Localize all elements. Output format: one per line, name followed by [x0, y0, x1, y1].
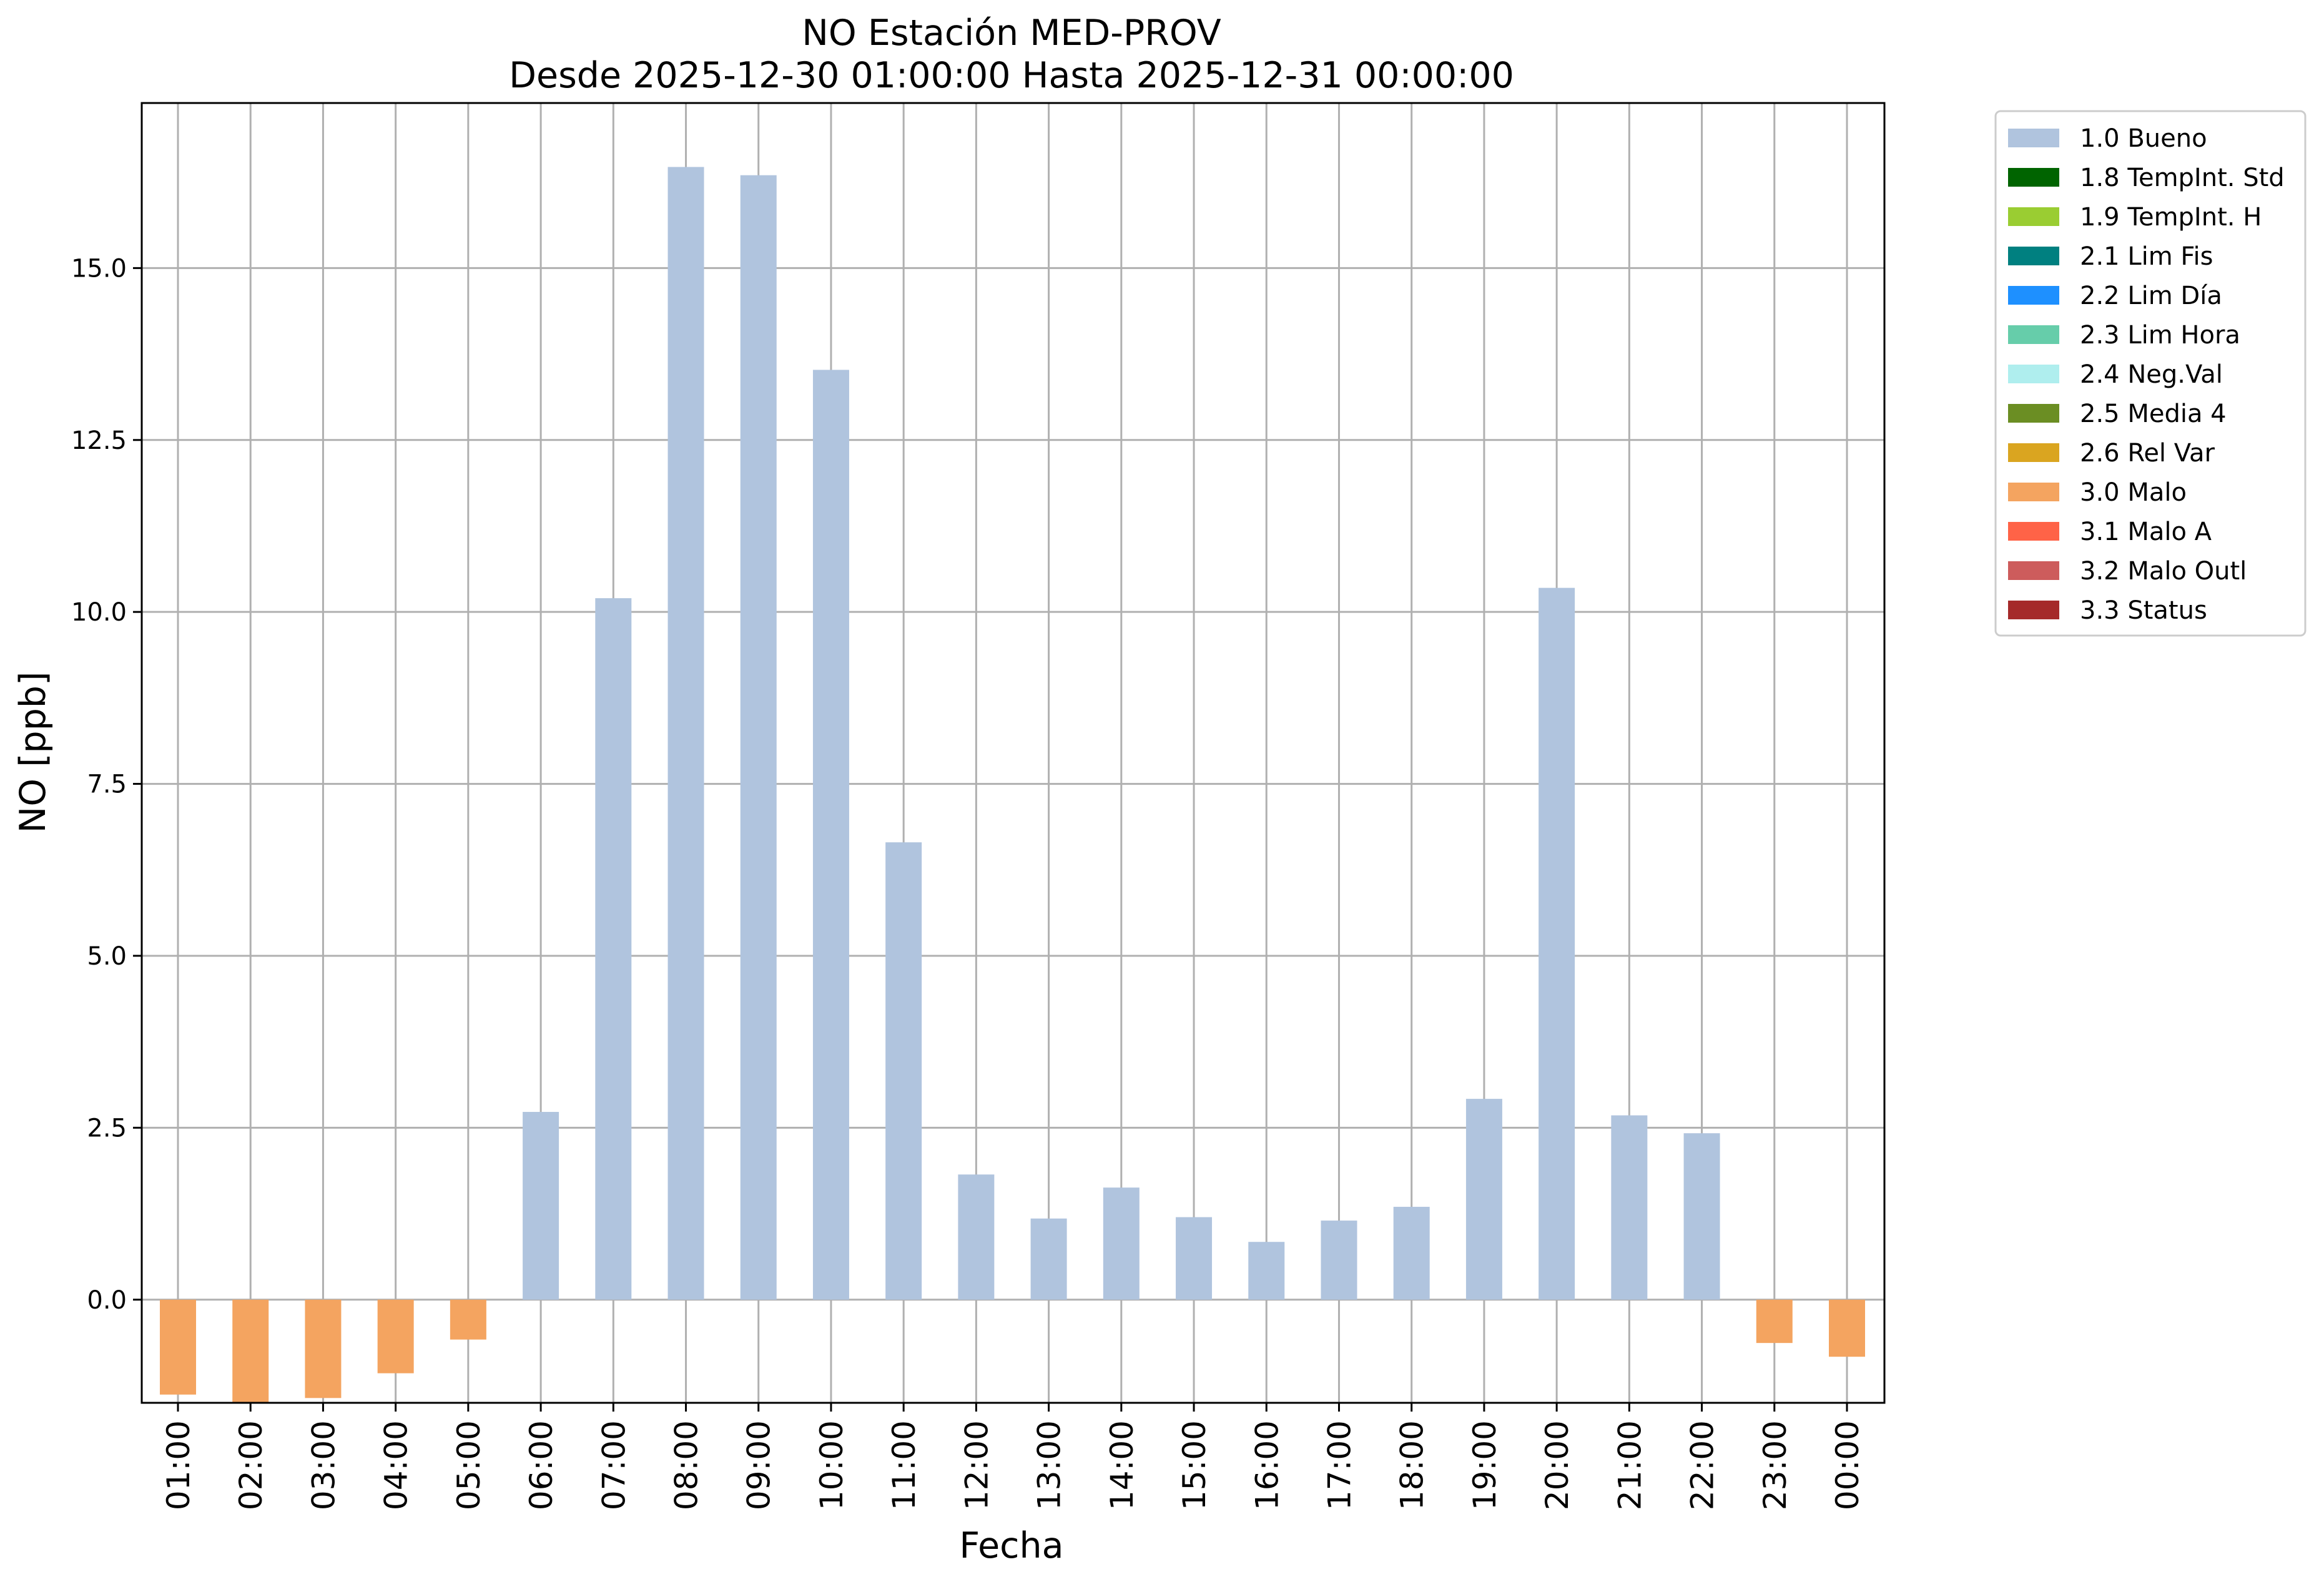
x-tick-label: 13:00	[1032, 1420, 1068, 1510]
bar-0900	[740, 175, 777, 1300]
legend-label-2-6: 2.6 Rel Var	[2080, 439, 2215, 468]
bar-0800	[667, 167, 704, 1300]
bar-1200	[958, 1174, 995, 1300]
x-tick-label: 06:00	[523, 1420, 559, 1510]
chart-subtitle: Desde 2025-12-30 01:00:00 Hasta 2025-12-…	[509, 55, 1514, 96]
x-tick-label: 16:00	[1249, 1420, 1285, 1510]
legend-label-1-9: 1.9 TempInt. H	[2080, 203, 2262, 232]
x-tick-label: 21:00	[1612, 1420, 1648, 1510]
x-tick-label: 20:00	[1539, 1420, 1575, 1510]
bar-1500	[1176, 1217, 1213, 1300]
legend-swatch-2-4	[2008, 365, 2059, 383]
plot-area-frame	[140, 102, 1886, 1404]
legend-label-2-5: 2.5 Media 4	[2080, 400, 2227, 428]
legend-swatch-3-1	[2008, 522, 2059, 541]
legend-frame	[1994, 110, 2307, 637]
legend-swatch-2-2	[2008, 286, 2059, 305]
bar-1000	[812, 370, 849, 1300]
bar-1800	[1393, 1207, 1430, 1300]
legend-swatch-1-8	[2008, 168, 2059, 187]
x-tick-label: 22:00	[1685, 1420, 1721, 1510]
y-tick-label: 0.0	[87, 1286, 127, 1315]
legend-swatch-2-6	[2008, 443, 2059, 462]
bar-0500	[450, 1299, 486, 1340]
bar-2100	[1611, 1115, 1648, 1300]
x-tick-label: 08:00	[669, 1420, 705, 1510]
legend-label-1-0: 1.0 Bueno	[2080, 124, 2207, 153]
bar-0000	[1829, 1299, 1865, 1357]
bar-1100	[885, 842, 922, 1300]
y-axis-label: NO [ppb]	[12, 672, 54, 833]
x-tick-label: 10:00	[814, 1420, 850, 1510]
legend-swatch-2-3	[2008, 325, 2059, 344]
legend-swatch-3-3	[2008, 601, 2059, 619]
bar-1900	[1465, 1099, 1502, 1300]
x-tick-label: 07:00	[596, 1420, 632, 1510]
legend-label-3-0: 3.0 Malo	[2080, 478, 2187, 507]
legend-label-2-2: 2.2 Lim Día	[2080, 282, 2222, 310]
y-tick-label: 15.0	[71, 254, 127, 283]
x-tick-label: 18:00	[1394, 1420, 1430, 1510]
legend-swatch-1-0	[2008, 129, 2059, 147]
y-axis: 0.0 2.5 5.0 7.5 10.0 12.5 15.0	[71, 254, 142, 1315]
bar-2200	[1683, 1133, 1720, 1300]
bar-0100	[160, 1299, 196, 1395]
x-tick-label: 23:00	[1757, 1420, 1793, 1510]
legend-swatch-2-1	[2008, 247, 2059, 265]
y-tick-label: 7.5	[87, 770, 127, 799]
bar-2000	[1539, 587, 1575, 1300]
x-axis: 01:00 02:00 03:00 04:00 05:00 06:00 07:00 08:00…	[160, 1403, 1866, 1510]
x-axis-label: Fecha	[959, 1525, 1063, 1566]
x-tick-label: 12:00	[958, 1420, 995, 1510]
bar-0200	[232, 1299, 269, 1403]
legend-label-2-4: 2.4 Neg.Val	[2080, 360, 2223, 389]
x-tick-label: 09:00	[741, 1420, 777, 1510]
y-tick-label: 2.5	[87, 1114, 127, 1142]
bars	[160, 167, 1865, 1403]
y-tick-label: 12.5	[71, 426, 127, 455]
legend: 1.0 Bueno 1.8 TempInt. Std 1.9 TempInt. H 2…	[1994, 110, 2307, 637]
bar-0300	[305, 1299, 342, 1398]
legend-swatch-3-2	[2008, 561, 2059, 580]
legend-swatch-2-5	[2008, 404, 2059, 423]
bar-1700	[1321, 1221, 1357, 1300]
bar-1400	[1103, 1187, 1140, 1300]
bar-0400	[377, 1299, 414, 1373]
legend-swatch-3-0	[2008, 483, 2059, 501]
bar-1300	[1030, 1218, 1067, 1300]
bar-2300	[1756, 1299, 1793, 1344]
y-tick-label: 10.0	[71, 598, 127, 627]
x-tick-label: 11:00	[886, 1420, 922, 1510]
legend-label-3-1: 3.1 Malo A	[2080, 518, 2212, 546]
chart-title: NO Estación MED-PROV	[802, 12, 1221, 54]
legend-label-2-1: 2.1 Lim Fis	[2080, 242, 2213, 271]
x-tick-label: 01:00	[160, 1420, 197, 1510]
x-tick-label: 05:00	[451, 1420, 487, 1510]
x-tick-label: 14:00	[1104, 1420, 1140, 1510]
x-tick-label: 03:00	[305, 1420, 342, 1510]
legend-label-2-3: 2.3 Lim Hora	[2080, 321, 2240, 350]
bar-0600	[523, 1112, 559, 1300]
legend-label-3-2: 3.2 Malo Outl	[2080, 557, 2247, 586]
x-tick-label: 00:00	[1829, 1420, 1866, 1510]
x-tick-label: 19:00	[1467, 1420, 1503, 1510]
legend-label-3-3: 3.3 Status	[2080, 596, 2207, 625]
legend-label-1-8: 1.8 TempInt. Std	[2080, 164, 2285, 192]
x-tick-label: 04:00	[378, 1420, 415, 1510]
x-tick-label: 02:00	[233, 1420, 269, 1510]
x-tick-label: 17:00	[1321, 1420, 1357, 1510]
bar-1600	[1248, 1242, 1285, 1300]
legend-swatch-1-9	[2008, 207, 2059, 226]
y-tick-label: 5.0	[87, 942, 127, 971]
bar-0700	[595, 598, 632, 1300]
x-tick-label: 15:00	[1176, 1420, 1213, 1510]
